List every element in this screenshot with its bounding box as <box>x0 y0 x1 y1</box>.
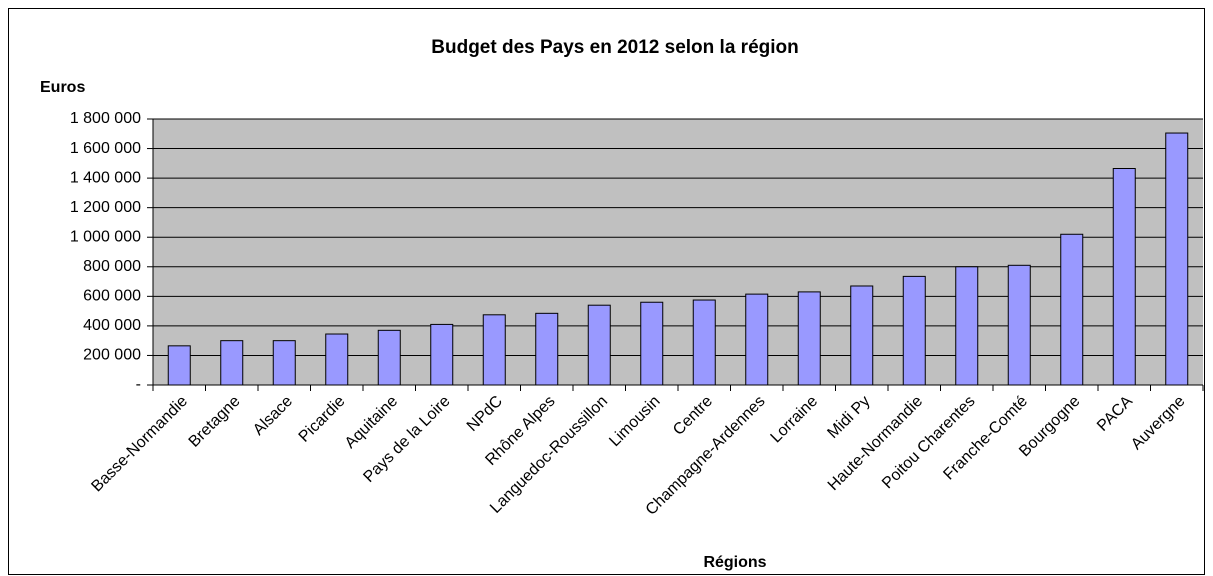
bar <box>1112 168 1136 386</box>
bar <box>797 291 821 386</box>
bar <box>167 345 191 386</box>
bar <box>1165 132 1189 386</box>
x-axis-title: Régions <box>703 554 766 571</box>
y-tick-label: 400 000 <box>83 317 141 334</box>
y-tick-label: 800 000 <box>83 258 141 275</box>
y-tick-label: 1 200 000 <box>70 199 141 216</box>
bar <box>272 340 296 386</box>
y-tick-label: 1 400 000 <box>70 169 141 186</box>
bar <box>587 304 611 386</box>
bar <box>430 323 454 386</box>
bar <box>1007 264 1031 386</box>
bar <box>1060 233 1084 386</box>
bar <box>850 285 874 386</box>
y-tick-label: 600 000 <box>83 288 141 305</box>
y-tick-label: 1 000 000 <box>70 228 141 245</box>
bar <box>745 293 769 386</box>
bar <box>535 312 559 386</box>
bar <box>955 266 979 386</box>
y-tick-label: 1 600 000 <box>70 140 141 157</box>
bar <box>325 333 349 386</box>
bar <box>692 299 716 386</box>
plot-area <box>153 119 1203 385</box>
bar <box>482 314 506 386</box>
bar <box>640 301 664 386</box>
bar <box>902 275 926 386</box>
y-tick-label: 1 800 000 <box>70 110 141 127</box>
y-axis-title: Euros <box>40 79 85 96</box>
chart-title: Budget des Pays en 2012 selon la région <box>431 37 798 58</box>
y-tick-label: 200 000 <box>83 347 141 364</box>
bar <box>377 329 401 386</box>
y-tick-label: - <box>136 376 141 393</box>
bar <box>220 340 244 386</box>
